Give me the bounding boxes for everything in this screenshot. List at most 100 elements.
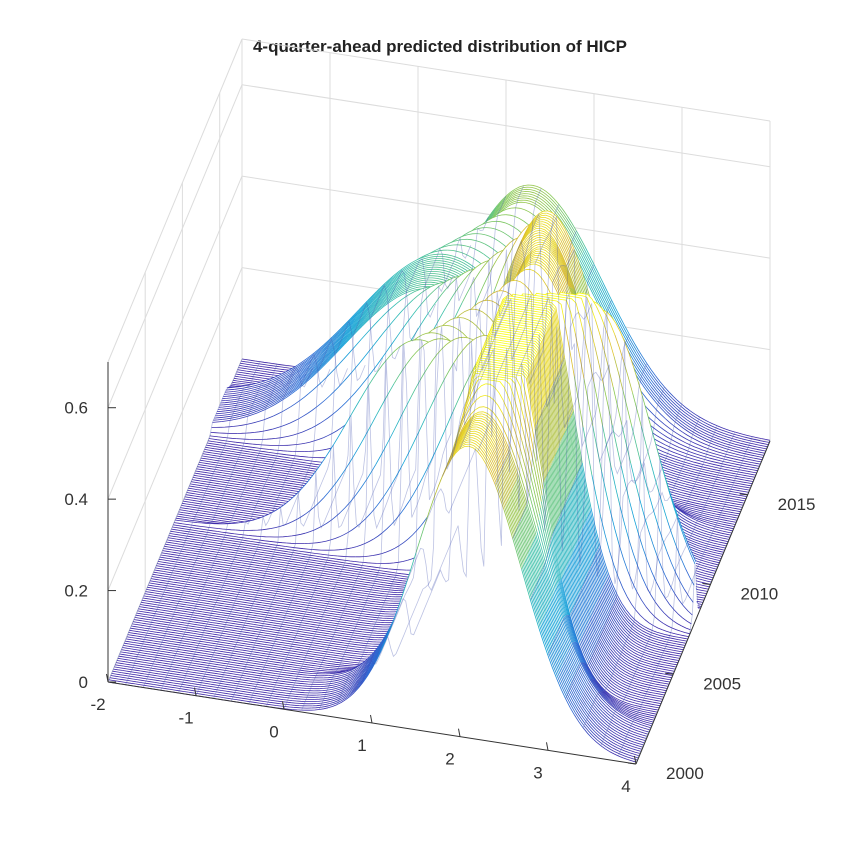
mesh-row-line [678, 412, 688, 421]
mesh-row-line [558, 203, 568, 217]
mesh-row-line [318, 347, 329, 356]
mesh-row-line [248, 545, 258, 548]
mesh-row-line [235, 441, 245, 444]
mesh-row-line [243, 445, 253, 448]
mesh-row-line [267, 364, 277, 367]
mesh-row-line [290, 467, 300, 470]
mesh-row-line [669, 474, 679, 478]
mesh-row-line [693, 464, 703, 468]
mesh-row-line [234, 533, 244, 536]
mesh-row-line [206, 467, 215, 470]
mesh-row-line [690, 470, 700, 474]
mesh-row-line [602, 282, 612, 301]
mesh-row-line [267, 383, 277, 388]
mesh-row-line [409, 262, 419, 268]
mesh-row-line [411, 276, 421, 281]
mesh-row-line [716, 476, 726, 480]
mesh-row-line [249, 390, 259, 394]
mesh-row-line [281, 465, 291, 468]
mesh-row-line [200, 480, 210, 483]
mesh-row-line [575, 232, 585, 250]
mesh-row-line [336, 329, 346, 340]
mesh-row-line [222, 472, 232, 475]
mesh-row-line [712, 487, 722, 491]
mesh-row-line [235, 465, 245, 468]
mesh-row-line [181, 505, 191, 508]
mesh-row-line [727, 497, 737, 500]
grid-line-side-z3 [107, 84, 243, 408]
mesh-row-line [751, 438, 761, 442]
mesh-row-line [413, 272, 423, 276]
mesh-row-line [238, 479, 248, 482]
mesh-row-line [256, 505, 265, 508]
mesh-row-line [439, 271, 449, 275]
mesh-row-line [240, 541, 250, 544]
mesh-row-line [492, 206, 502, 217]
mesh-row-line [289, 376, 300, 383]
mesh-row-line [283, 461, 293, 464]
mesh-row-line [219, 504, 228, 507]
mesh-row-line [216, 510, 226, 513]
mesh-row-line [207, 463, 217, 466]
mesh-row-line [454, 258, 464, 264]
mesh-row-line [199, 505, 209, 508]
mesh-row-line [733, 433, 743, 437]
mesh-row-line [232, 471, 242, 474]
mesh-row-line [319, 556, 329, 559]
mesh-row-line [723, 485, 732, 488]
mesh-row-line [294, 365, 304, 373]
mesh-row-line [228, 482, 237, 485]
mesh-row-line [705, 427, 715, 433]
mesh-row-line [260, 539, 270, 542]
mesh-row-line [191, 524, 201, 527]
mesh-row-line [291, 464, 301, 467]
mesh-row-line [528, 193, 538, 198]
mesh-row-line [672, 489, 682, 493]
mesh-row-line [625, 342, 635, 359]
mesh-row-line [259, 496, 269, 499]
mesh-row-line [261, 469, 271, 472]
mesh-row-line [206, 488, 216, 491]
mesh-row-line [488, 215, 498, 221]
mesh-row-line [215, 512, 225, 515]
mesh-row-line [511, 191, 522, 197]
mesh-row-line [321, 340, 331, 350]
mesh-row-line [233, 446, 243, 449]
mesh-row-line [207, 442, 217, 445]
mesh-row-line [311, 364, 322, 374]
mesh-row-line [674, 421, 684, 429]
mesh-row-line [429, 250, 439, 254]
mesh-row-line [282, 463, 292, 466]
mesh-row-line [328, 349, 338, 359]
mesh-row-line [251, 449, 261, 452]
mesh-row-line [354, 311, 364, 321]
mesh-row-line [743, 481, 753, 485]
mesh-row-line [265, 387, 275, 393]
mesh-row-line [311, 552, 321, 555]
mesh-row-line [677, 414, 687, 423]
mesh-row-line [696, 453, 706, 458]
mesh-row-line [393, 283, 403, 291]
mesh-row-line [217, 508, 227, 511]
mesh-row-line [678, 476, 688, 480]
mesh-row-line [710, 440, 720, 445]
mesh-row-line [626, 340, 636, 357]
mesh-row-line [320, 553, 329, 556]
mesh-row-line [253, 397, 263, 402]
mesh-row-line [280, 467, 290, 470]
mesh-row-line [250, 359, 260, 362]
mesh-row-line [274, 380, 285, 387]
mesh-row-line [278, 474, 288, 477]
mesh-row-line [505, 214, 515, 217]
mesh-row-line [245, 372, 255, 375]
mesh-row-line [555, 210, 566, 224]
mesh-row-line [351, 317, 361, 328]
mesh-row-line [285, 371, 295, 378]
mesh-row-line [475, 240, 485, 245]
mesh-row-line [526, 197, 536, 202]
mesh-row-line [737, 449, 747, 453]
mesh-row-line [680, 470, 690, 474]
mesh-row-line [517, 199, 527, 202]
mesh-row-line [242, 388, 252, 391]
mesh-row-line [330, 332, 340, 342]
